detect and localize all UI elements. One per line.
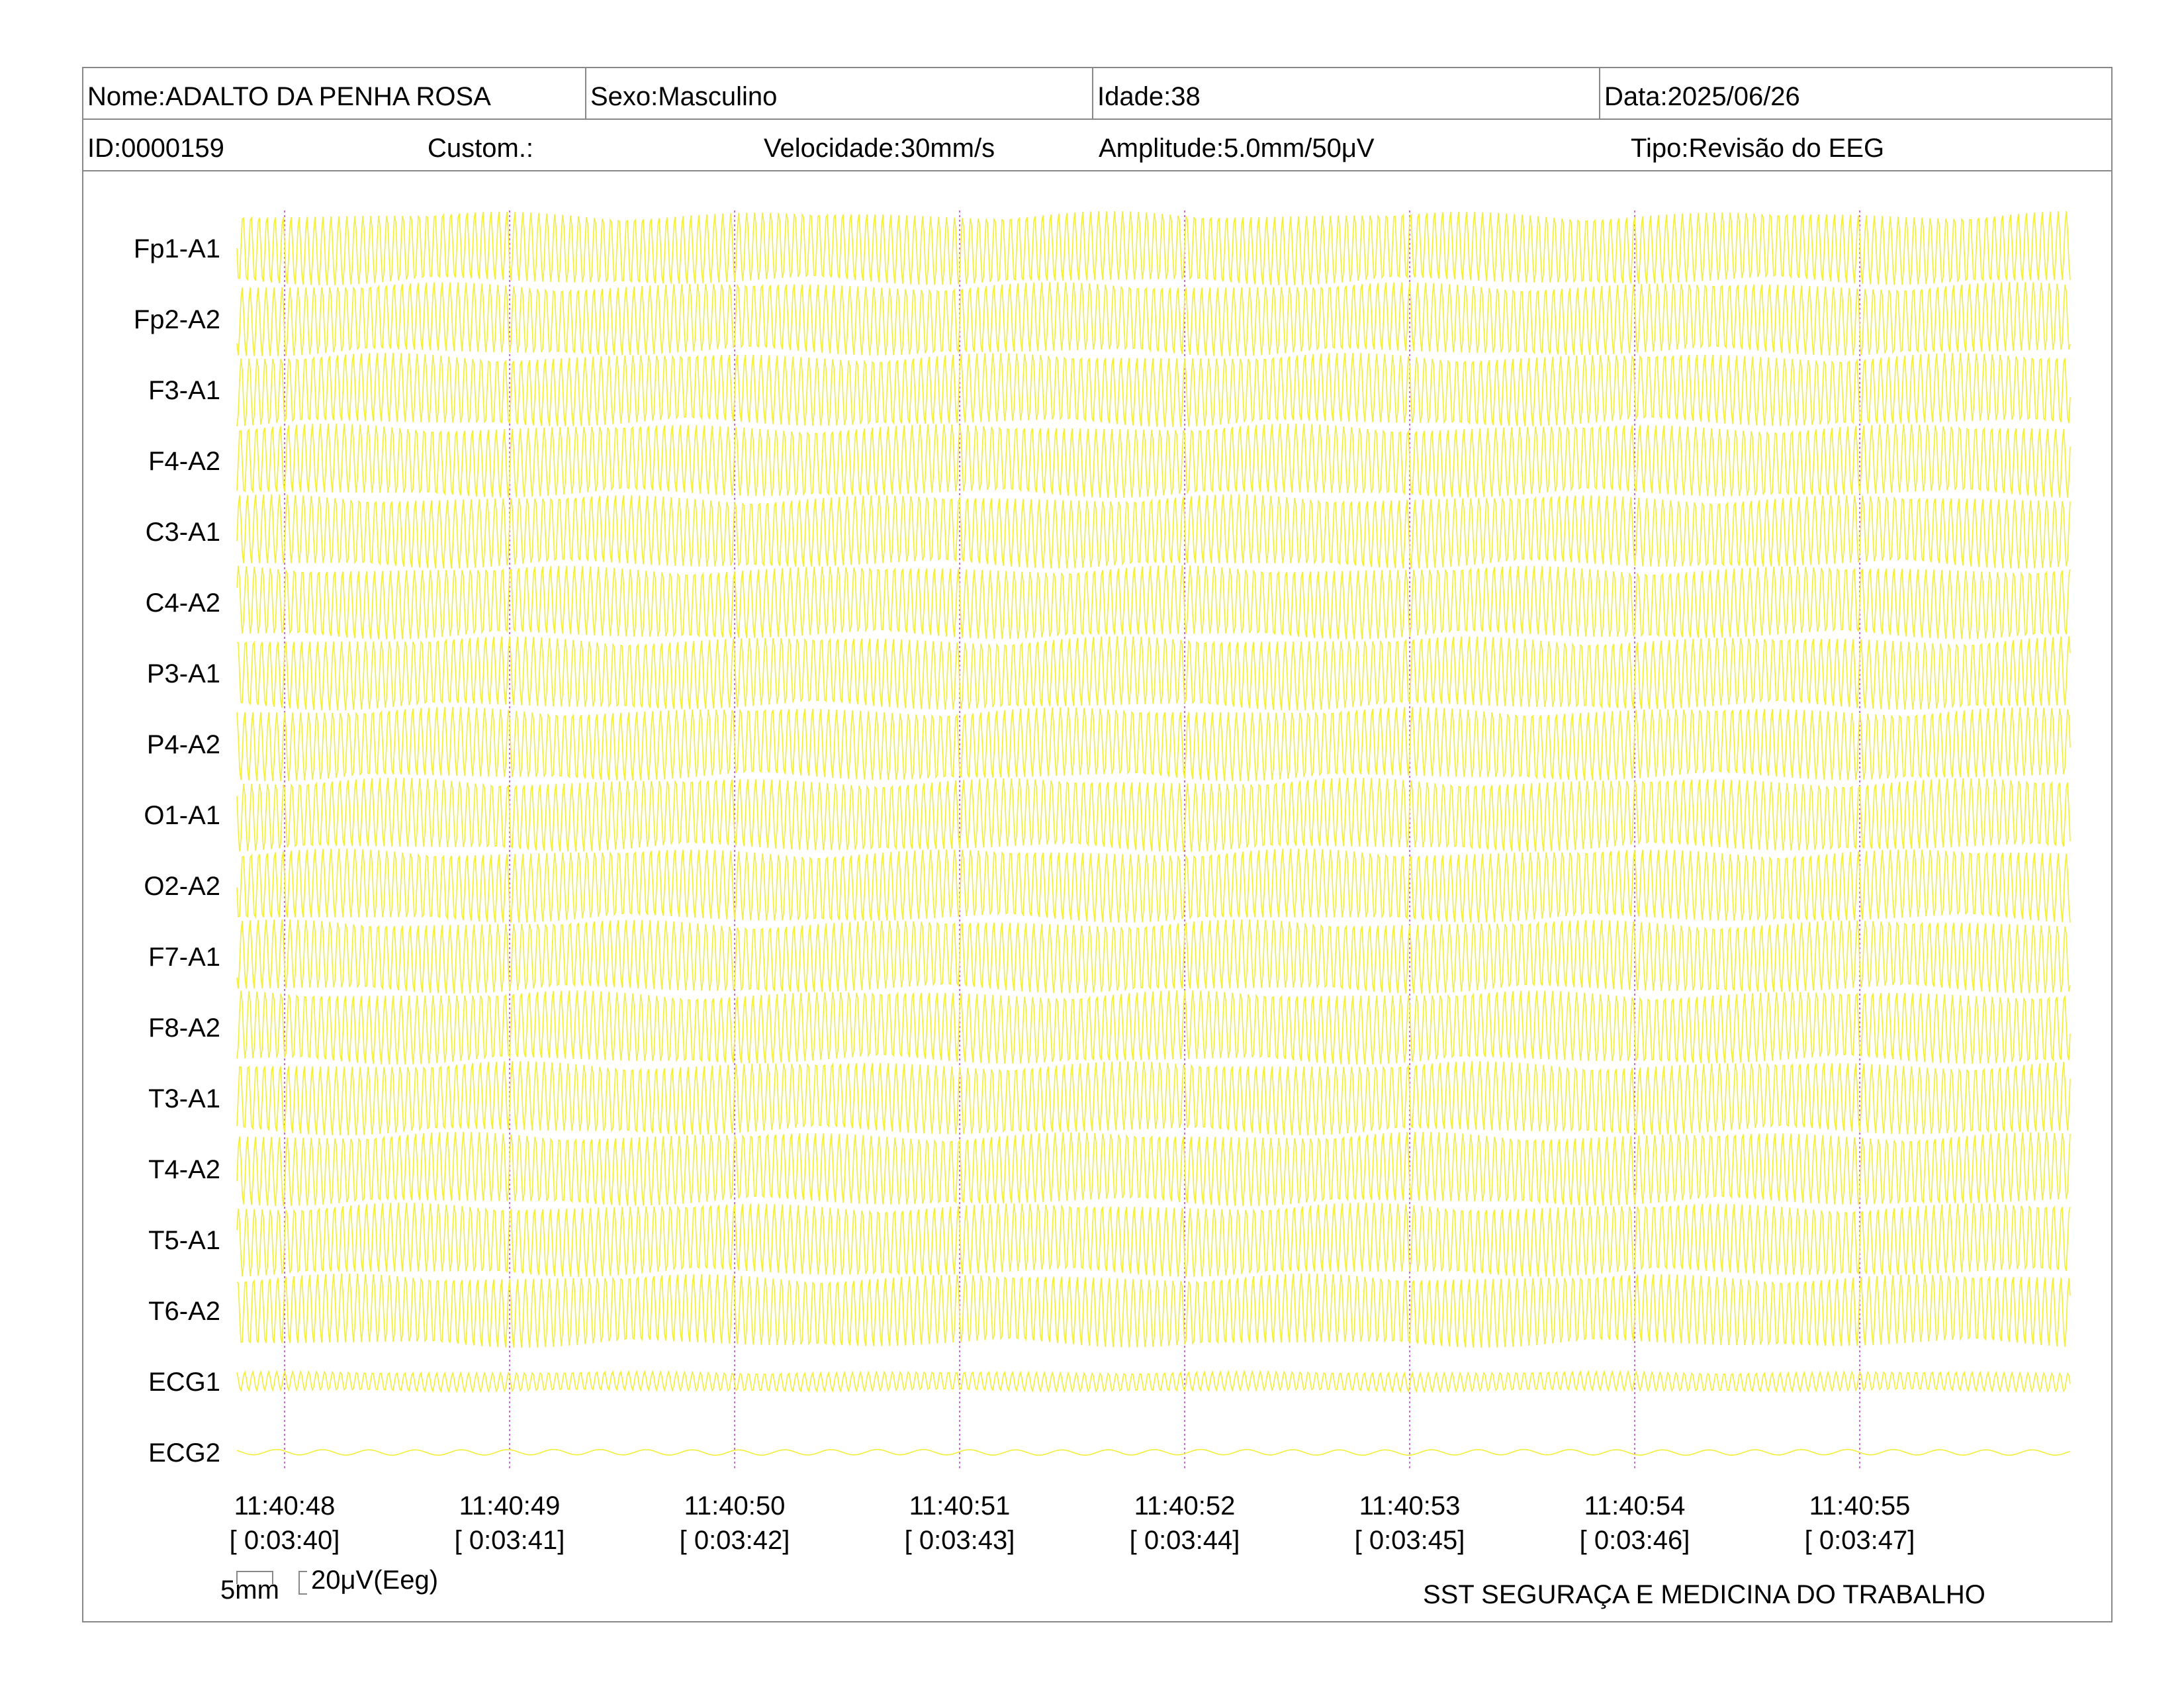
trace-f7-a1 (236, 919, 2071, 994)
elapsed-tick-label: [ 0:03:46] (1580, 1526, 1690, 1555)
channel-label: T3-A1 (148, 1084, 220, 1113)
patient-name: Nome:ADALTO DA PENHA ROSA (87, 82, 491, 111)
time-tick-label: 11:40:48 (234, 1491, 336, 1521)
elapsed-tick-label: [ 0:03:44] (1130, 1526, 1240, 1555)
elapsed-tick-label: [ 0:03:45] (1355, 1526, 1465, 1555)
channel-label: T4-A2 (148, 1155, 220, 1184)
channel-label: F8-A2 (148, 1013, 220, 1043)
channel-label: C4-A2 (146, 588, 220, 618)
report-frame: Nome:ADALTO DA PENHA ROSA Sexo:Masculino… (82, 67, 2113, 1622)
channel-label: T5-A1 (148, 1226, 220, 1255)
amplitude-setting: Amplitude:5.0mm/50μV (1099, 134, 1375, 163)
elapsed-tick-label: [ 0:03:41] (455, 1526, 565, 1555)
channel-label: F7-A1 (148, 943, 220, 972)
time-tick-label: 11:40:52 (1134, 1491, 1236, 1521)
trace-fp1-a1 (236, 211, 2071, 286)
trace-c3-a1 (236, 494, 2071, 569)
exam-date: Data:2025/06/26 (1599, 68, 2111, 118)
trace-ecg2 (236, 1448, 2071, 1456)
channel-label: Fp2-A2 (134, 305, 220, 334)
channel-label: C3-A1 (146, 518, 220, 547)
trace-ecg1 (236, 1370, 2071, 1393)
channel-label: P3-A1 (147, 659, 220, 688)
channel-label: O2-A2 (144, 872, 220, 901)
time-tick-label: 11:40:55 (1809, 1491, 1911, 1521)
trace-t4-a2 (236, 1131, 2071, 1207)
channel-label: O1-A1 (144, 801, 220, 830)
speed-setting: Velocidade:30mm/s (764, 134, 995, 163)
time-tick-label: 11:40:54 (1584, 1491, 1686, 1521)
exam-type: Tipo:Revisão do EEG (1631, 134, 1885, 163)
trace-f4-a2 (236, 423, 2071, 498)
trace-o1-a1 (236, 777, 2071, 853)
channel-label: ECG1 (148, 1368, 220, 1397)
channel-label: F4-A2 (148, 447, 220, 476)
channel-label: F3-A1 (148, 376, 220, 405)
channel-label: Fp1-A1 (134, 234, 220, 263)
trace-c4-a2 (236, 565, 2071, 640)
trace-t3-a1 (236, 1061, 2071, 1136)
channel-label: ECG2 (148, 1438, 220, 1468)
header-row-patient: Nome:ADALTO DA PENHA ROSA Sexo:Masculino… (83, 68, 2111, 120)
trace-o2-a2 (236, 848, 2071, 923)
elapsed-tick-label: [ 0:03:43] (905, 1526, 1015, 1555)
trace-p4-a2 (236, 707, 2071, 782)
channel-label: P4-A2 (147, 730, 220, 759)
patient-id: ID:0000159 (87, 134, 224, 163)
trace-t5-a1 (236, 1202, 2071, 1277)
header-row-exam: ID:0000159 Custom.: Velocidade:30mm/s Am… (83, 120, 2111, 171)
time-tick-label: 11:40:49 (459, 1491, 561, 1521)
elapsed-tick-label: [ 0:03:47] (1805, 1526, 1915, 1555)
patient-sex: Sexo:Masculino (585, 68, 1092, 118)
trace-f8-a2 (236, 990, 2071, 1065)
elapsed-tick-label: [ 0:03:42] (680, 1526, 790, 1555)
trace-p3-a1 (236, 636, 2071, 711)
clinic-name: SST SEGURAÇA E MEDICINA DO TRABALHO (1423, 1580, 1985, 1609)
time-tick-label: 11:40:53 (1359, 1491, 1461, 1521)
channel-label: T6-A2 (148, 1297, 220, 1326)
patient-age: Idade:38 (1092, 68, 1599, 118)
trace-t6-a2 (236, 1273, 2071, 1348)
time-tick-label: 11:40:51 (909, 1491, 1011, 1521)
scale-time-label: 5mm (220, 1575, 279, 1605)
scale-bar-amp-icon (298, 1571, 307, 1595)
scale-amp-label: 20μV(Eeg) (311, 1566, 439, 1595)
scale-bar (236, 1571, 307, 1595)
time-tick-label: 11:40:50 (684, 1491, 786, 1521)
custom-field: Custom.: (428, 134, 534, 163)
trace-f3-a1 (236, 353, 2071, 428)
scale-bar-time-icon (236, 1571, 273, 1584)
trace-fp2-a2 (236, 282, 2071, 357)
elapsed-tick-label: [ 0:03:40] (230, 1526, 340, 1555)
